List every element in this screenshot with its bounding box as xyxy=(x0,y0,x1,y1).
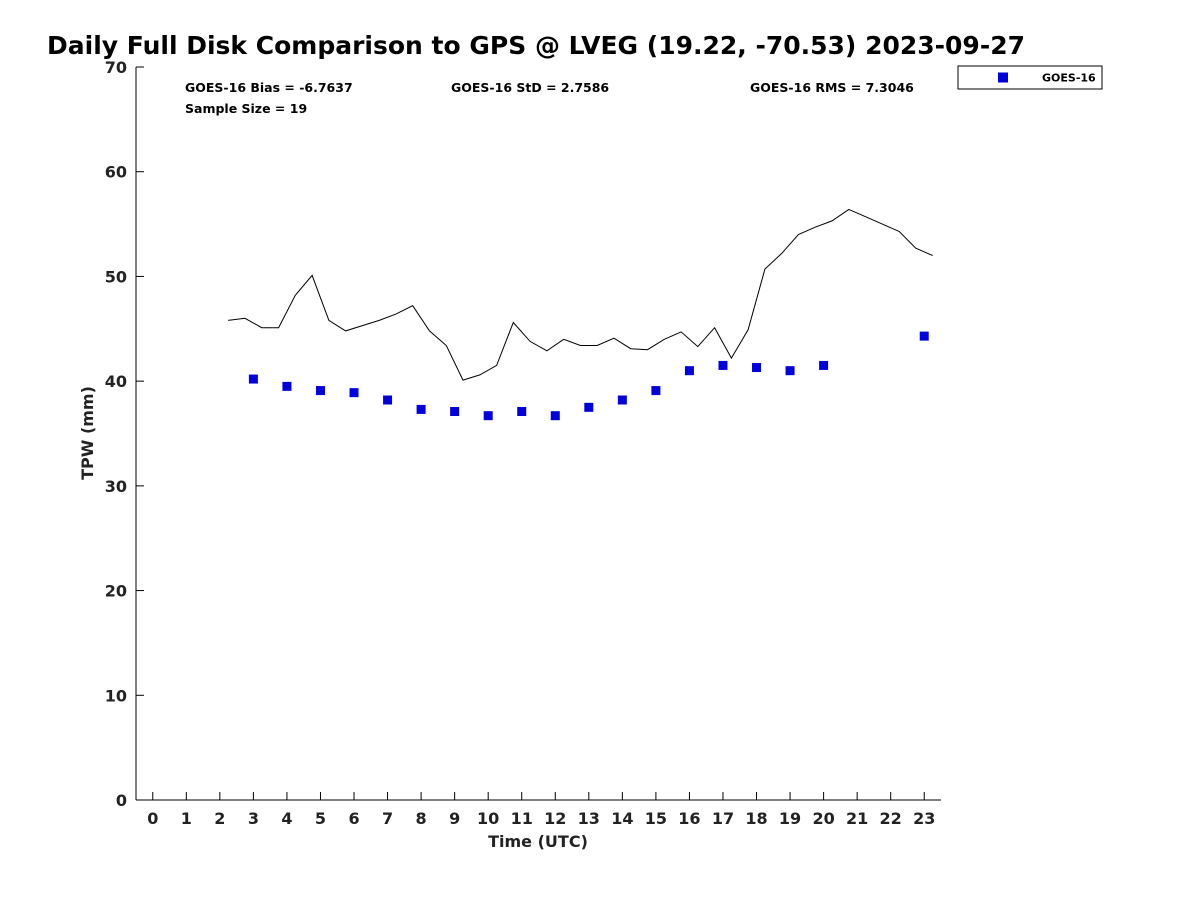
goes-16-point xyxy=(383,395,393,405)
x-tick-label: 12 xyxy=(544,809,566,828)
goes-16-point xyxy=(450,407,460,417)
goes-16-point xyxy=(315,386,325,396)
plot-area xyxy=(136,67,941,800)
rms-stat: GOES-16 RMS = 7.3046 xyxy=(750,80,914,95)
goes-16-point xyxy=(718,360,728,370)
y-tick-label: 10 xyxy=(105,686,127,705)
y-tick-label: 70 xyxy=(105,58,127,77)
chart-title: Daily Full Disk Comparison to GPS @ LVEG… xyxy=(47,31,1025,60)
x-tick-label: 23 xyxy=(913,809,935,828)
goes-16-point xyxy=(416,404,426,414)
goes-16-point xyxy=(584,402,594,412)
x-tick-label: 8 xyxy=(416,809,427,828)
x-tick-label: 18 xyxy=(745,809,767,828)
x-tick-label: 6 xyxy=(348,809,359,828)
x-tick-label: 20 xyxy=(812,809,834,828)
goes-16-point xyxy=(651,386,661,396)
x-tick-label: 15 xyxy=(645,809,667,828)
x-tick-label: 21 xyxy=(846,809,868,828)
goes-16-point xyxy=(785,366,795,376)
x-tick-label: 2 xyxy=(214,809,225,828)
x-tick-label: 3 xyxy=(248,809,259,828)
goes-16-point xyxy=(483,411,493,421)
x-tick-label: 19 xyxy=(779,809,801,828)
x-tick-label: 9 xyxy=(449,809,460,828)
legend-marker-goes-16 xyxy=(998,72,1008,83)
goes-16-point xyxy=(752,363,762,373)
std-stat: GOES-16 StD = 2.7586 xyxy=(451,80,609,95)
x-tick-label: 22 xyxy=(880,809,902,828)
x-tick-label: 16 xyxy=(678,809,700,828)
x-axis-ticks: 0 1 2 3 4 5 6 7 8 9 10 11 12 13 14 15 16 17 18 19 20 21 22 23 xyxy=(147,792,935,828)
x-axis-label: Time (UTC) xyxy=(488,832,588,851)
goes-16-point xyxy=(684,366,694,376)
y-axis-label: TPW (mm) xyxy=(78,386,97,480)
x-tick-label: 0 xyxy=(147,809,158,828)
goes-16-point xyxy=(248,374,258,384)
y-tick-label: 40 xyxy=(105,372,127,391)
y-tick-label: 30 xyxy=(105,477,127,496)
y-tick-label: 20 xyxy=(105,582,127,601)
legend-label-goes-16: GOES-16 xyxy=(1042,72,1096,85)
x-tick-label: 5 xyxy=(315,809,326,828)
x-tick-label: 7 xyxy=(382,809,393,828)
goes-16-point xyxy=(550,411,560,421)
legend: GOES-16 xyxy=(957,65,1103,90)
x-tick-label: 14 xyxy=(611,809,633,828)
x-tick-label: 4 xyxy=(281,809,292,828)
goes-16-point xyxy=(349,388,359,398)
goes-16-point xyxy=(282,381,292,391)
x-tick-label: 13 xyxy=(578,809,600,828)
goes-16-point xyxy=(919,331,929,341)
goes-16-point xyxy=(617,395,627,405)
x-tick-label: 1 xyxy=(181,809,192,828)
y-tick-label: 0 xyxy=(116,791,127,810)
series-layer xyxy=(228,208,933,421)
y-tick-label: 60 xyxy=(105,163,127,182)
x-tick-label: 17 xyxy=(712,809,734,828)
sample-size-stat: Sample Size = 19 xyxy=(185,101,307,116)
x-tick-label: 11 xyxy=(511,809,533,828)
y-axis-ticks: 0 10 20 30 40 50 60 70 xyxy=(105,58,144,810)
x-tick-label: 10 xyxy=(477,809,499,828)
gps-tpw-line xyxy=(228,208,933,381)
y-tick-label: 50 xyxy=(105,267,127,286)
goes-16-point xyxy=(819,360,829,370)
goes-16-point xyxy=(517,407,527,417)
legend-box xyxy=(957,65,1103,90)
bias-stat: GOES-16 Bias = -6.7637 xyxy=(185,80,353,95)
